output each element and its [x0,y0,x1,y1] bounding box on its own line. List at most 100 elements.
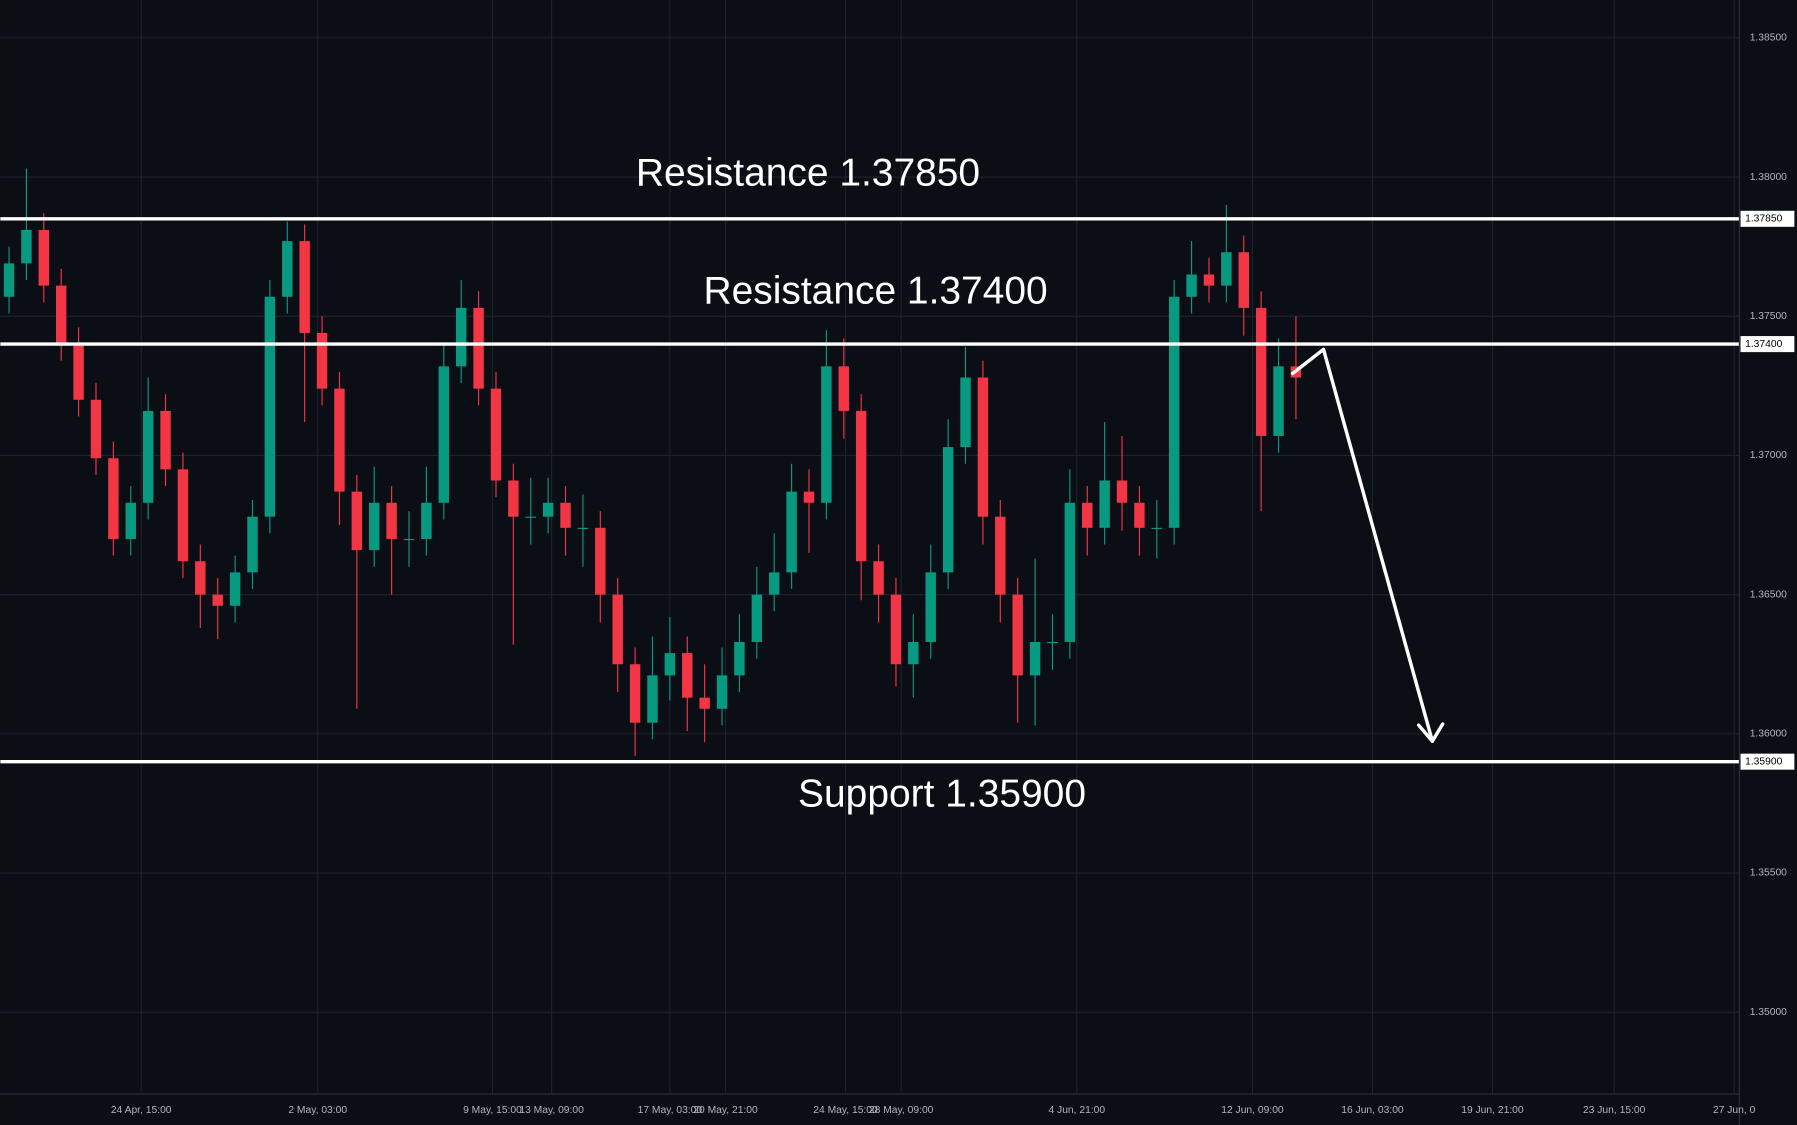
candle-body [125,502,136,539]
candle-body [560,502,571,528]
candle-body [369,502,380,551]
candle-body [1064,502,1076,642]
x-tick-label: 19 Jun, 21:00 [1461,1105,1524,1116]
candle-body [682,653,693,698]
candle-body [612,594,623,665]
candle-body [351,491,363,551]
candle-body [1134,502,1145,528]
candle-body [38,229,50,286]
annotation: Resistance 1.37400 [703,270,1047,313]
candle-body [734,641,745,676]
y-tick-label: 1.38000 [1750,172,1787,183]
candle-body [334,388,345,492]
y-tick-label: 1.35000 [1750,1007,1787,1018]
candle-body [960,377,971,448]
x-tick-label: 20 May, 21:00 [693,1105,758,1116]
candle-body [438,366,450,503]
level-label: 1.37400 [1745,339,1782,350]
candle-body [664,653,676,676]
y-tick-label: 1.35500 [1750,868,1787,879]
x-tick-label: 12 Jun, 09:00 [1221,1105,1284,1116]
candle-body [142,410,154,503]
candle-body [577,527,589,529]
candle-body [873,561,884,595]
level-label: 1.37850 [1745,214,1782,225]
arrow-path [1290,347,1435,743]
annotation: Support 1.35900 [798,772,1086,815]
candle-body [751,594,763,642]
candle-body [525,516,536,518]
candle-body [699,697,710,709]
y-tick-label: 1.37500 [1750,311,1787,322]
candle-body [1186,274,1197,297]
x-tick-label: 2 May, 03:00 [288,1105,347,1116]
candle-body [299,241,310,333]
candle-body [421,502,432,539]
level-label-box [1740,210,1795,227]
x-tick-label: 4 Jun, 21:00 [1048,1105,1105,1116]
candle-body [542,502,554,517]
levels [0,217,1740,764]
candle-body [821,366,832,503]
candle-body [229,572,241,606]
candle-body [1029,641,1041,676]
candle-body [73,344,84,400]
candle-body [1168,296,1180,528]
level-label: 1.35900 [1745,756,1782,767]
candle-body [403,538,415,541]
candle-body [508,480,519,517]
y-tick-label: 1.36000 [1750,729,1787,740]
y-tick-label: 1.38500 [1750,33,1787,44]
candle-body [55,285,67,345]
candle-body [647,675,658,723]
level-label-box [1740,753,1795,770]
candle-body [1151,527,1163,529]
candle-body [942,447,954,573]
candle-body [195,561,206,595]
grid [0,0,1740,1095]
candle-body [90,399,102,459]
candle-body [212,594,223,606]
candle-body [1116,480,1128,503]
candle-body [908,641,919,665]
candle-body [3,263,15,297]
y-tick-label: 1.36500 [1750,589,1787,600]
candle-body [1273,366,1284,436]
candle-body [855,410,867,562]
candle-body [1082,502,1093,528]
candle-body [160,410,171,470]
annotation: Resistance 1.37850 [636,152,980,195]
x-tick-label: 28 May, 09:00 [869,1105,934,1116]
candle-body [925,572,936,642]
candles [3,168,1302,757]
candle-body [1238,252,1249,308]
arrow-head [1416,722,1445,743]
x-tick-label: 17 May, 03:00 [638,1105,703,1116]
candle-body [1012,594,1023,676]
x-tick-label: 24 May, 15:00 [813,1105,878,1116]
labels: 1.35000 1.35500 1.36000 1.36500 1.37000 1.375… [111,33,1795,1116]
candle-body [716,675,728,709]
candle-body [1203,274,1215,286]
candle-body [768,572,780,595]
candle-body [890,594,902,665]
candle-body [177,469,189,562]
x-tick-label: 16 Jun, 03:00 [1341,1105,1404,1116]
candle-body [282,241,293,297]
candle-body [386,502,397,539]
candle-body [455,307,467,367]
candle-body [473,307,484,389]
y-tick-label: 1.37000 [1750,450,1787,461]
x-tick-label: 27 Jun, 0 [1713,1105,1756,1116]
candle-body [21,229,32,264]
candle-body [1255,307,1267,436]
level-label-box [1740,336,1795,353]
candle-body [803,491,815,503]
candle-body [247,516,258,573]
candle-body [1221,252,1232,286]
x-tick-label: 9 May, 15:00 [463,1105,522,1116]
candle-body [629,664,641,723]
candle-body [264,296,276,517]
x-tick-label: 23 Jun, 15:00 [1583,1105,1646,1116]
